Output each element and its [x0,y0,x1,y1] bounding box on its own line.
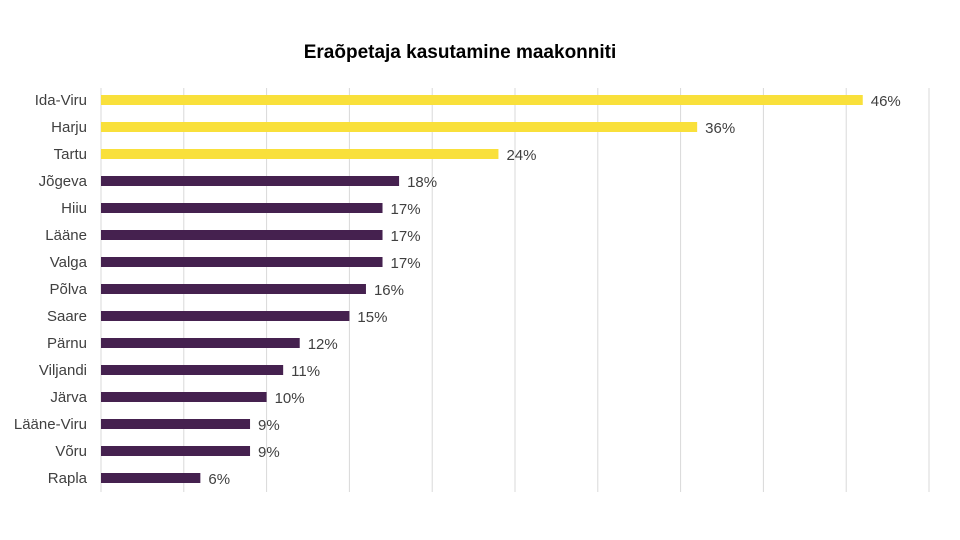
chart-title: Eraõpetaja kasutamine maakonniti [303,42,617,63]
data-label: 18% [407,174,437,191]
bar [101,122,698,132]
category-label: Jõgeva [39,173,88,190]
bar [101,149,499,159]
category-label: Harju [51,119,87,136]
data-label: 24% [506,147,536,164]
data-label: 9% [258,417,280,434]
data-label: 36% [705,120,735,137]
bar [101,338,300,348]
category-label: Rapla [48,470,88,487]
bar [101,365,284,375]
data-label: 17% [391,255,421,272]
category-label: Viljandi [39,362,87,379]
data-label: 6% [208,471,230,488]
bar [101,230,383,240]
bar [101,257,383,267]
bar [101,446,251,456]
data-label: 9% [258,444,280,461]
data-label: 16% [374,282,404,299]
category-label: Valga [50,254,88,271]
bar [101,284,366,294]
bar [101,176,400,186]
category-label: Lääne-Viru [14,416,87,433]
category-label: Lääne [45,227,87,244]
data-label: 17% [391,201,421,218]
data-label: 10% [275,390,305,407]
data-label: 46% [871,93,901,110]
category-label: Põlva [49,281,87,298]
bar [101,203,383,213]
data-label: 15% [357,309,387,326]
category-label: Võru [55,443,87,460]
category-label: Tartu [54,146,87,163]
data-label: 17% [391,228,421,245]
bar [101,419,251,429]
category-label: Järva [50,389,87,406]
category-label: Saare [47,308,87,325]
bar [101,473,201,483]
bar [101,95,863,105]
data-label: 11% [291,363,320,380]
category-label: Ida-Viru [35,92,87,109]
category-label: Pärnu [47,335,87,352]
bar [101,311,350,321]
category-label: Hiiu [61,200,87,217]
data-label: 12% [308,336,338,353]
bar [101,392,267,402]
